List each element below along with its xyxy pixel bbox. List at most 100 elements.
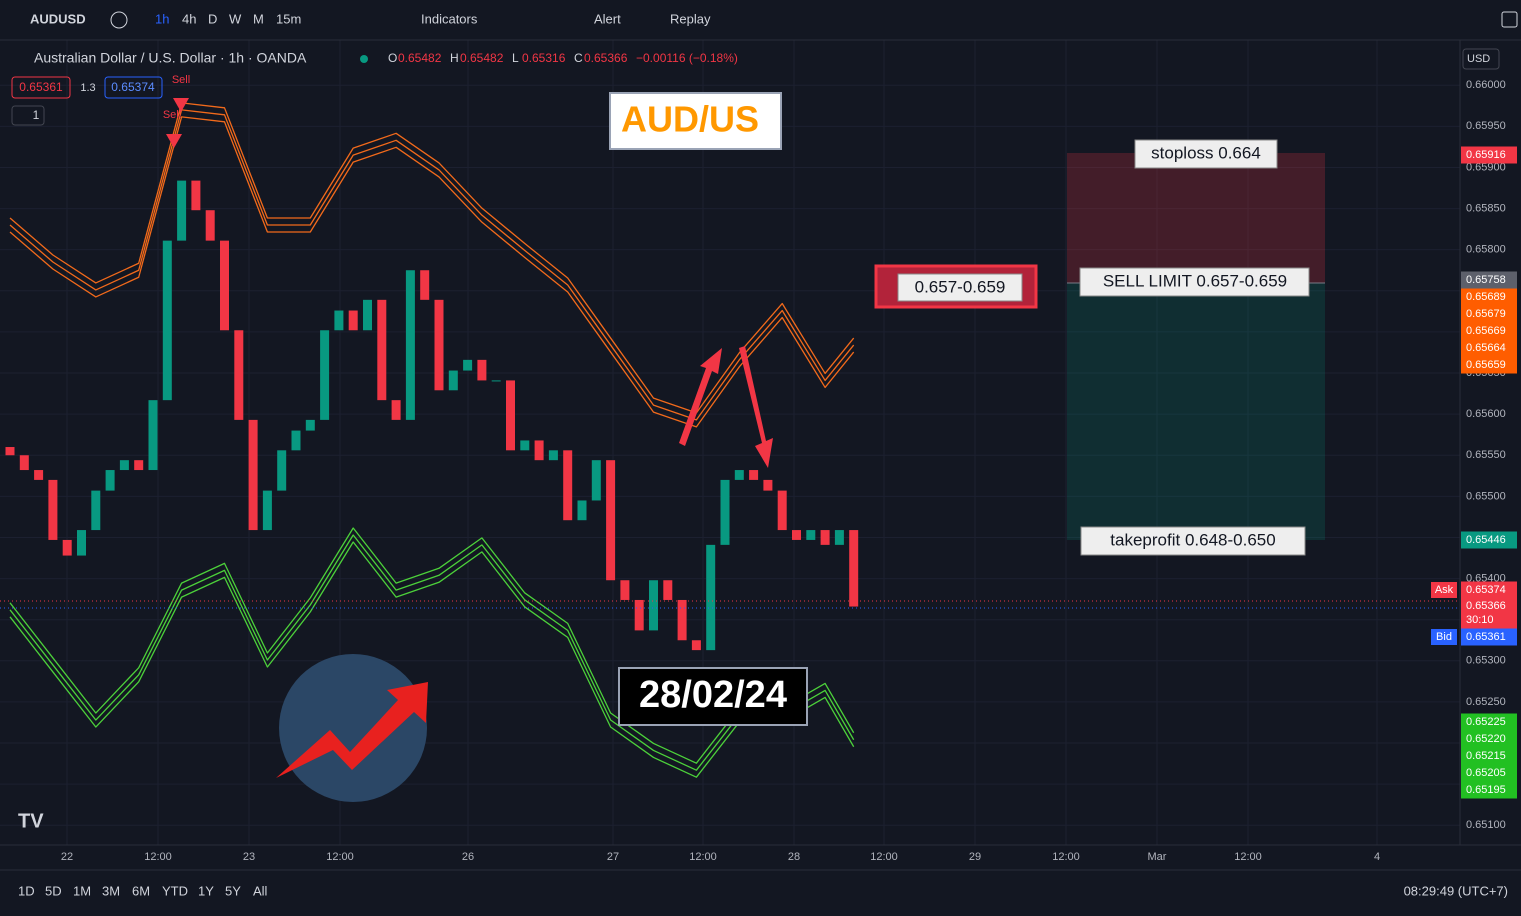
y-tick-label: 0.65550 — [1466, 449, 1506, 461]
stoploss-area — [1067, 153, 1325, 283]
symbol[interactable]: AUDUSD — [30, 11, 86, 26]
candle — [363, 299, 372, 331]
range-button[interactable]: 1D — [18, 883, 35, 898]
candle — [234, 330, 244, 420]
price-badge-label: 0.65916 — [1466, 149, 1506, 161]
candle — [792, 530, 801, 540]
change: −0.00116 (−0.18%) — [636, 51, 738, 65]
currency-button[interactable] — [1462, 48, 1500, 70]
price-badge — [1461, 611, 1517, 629]
zone-inner — [897, 273, 1023, 302]
y-tick-label: 0.65400 — [1466, 572, 1506, 584]
x-tick-label: 4 — [1374, 851, 1380, 863]
candle — [448, 370, 458, 391]
candle — [134, 460, 144, 471]
candle — [634, 599, 644, 631]
candle — [48, 479, 58, 540]
candle — [591, 460, 601, 501]
layers-button[interactable] — [11, 105, 45, 126]
signal-label: Sell — [163, 109, 181, 121]
interval[interactable]: 1h — [155, 11, 169, 26]
indicators-button[interactable]: Indicators — [421, 11, 478, 26]
lower-band — [9, 541, 855, 778]
ohlc-value: 0.65316 — [522, 51, 566, 65]
alert-button[interactable]: Alert — [594, 11, 621, 26]
y-tick-label: 0.65300 — [1466, 655, 1506, 667]
price-badge — [1461, 271, 1517, 289]
ohlc-value: 0.65366 — [584, 51, 628, 65]
y-tick-label: 0.65950 — [1466, 120, 1506, 132]
range-button[interactable]: 1M — [73, 883, 91, 898]
interval[interactable]: D — [208, 11, 217, 26]
x-tick-label: Mar — [1148, 851, 1167, 863]
candle — [262, 490, 272, 531]
interval[interactable]: M — [253, 11, 264, 26]
candle — [177, 180, 187, 241]
interval[interactable]: W — [229, 11, 242, 26]
stoploss-box — [1134, 139, 1278, 169]
candle — [91, 490, 101, 531]
range-button[interactable]: 5D — [45, 883, 62, 898]
price-badge — [1461, 628, 1517, 646]
currency[interactable]: USD — [1467, 53, 1490, 65]
candle — [720, 479, 730, 545]
price-badge — [1461, 356, 1517, 374]
upper-band — [9, 109, 855, 421]
candle — [62, 539, 72, 556]
candle — [248, 419, 258, 531]
range-button[interactable]: YTD — [162, 883, 188, 898]
signal-marker — [166, 134, 182, 148]
buy-button[interactable] — [104, 76, 163, 99]
ohlc-value: 0.65482 — [460, 51, 504, 65]
price-badge — [1461, 781, 1517, 799]
buy-price[interactable]: 0.65374 — [111, 80, 155, 94]
y-tick-label: 0.65100 — [1466, 819, 1506, 831]
interval[interactable]: 4h — [182, 11, 196, 26]
plot — [5, 102, 859, 778]
range-button[interactable]: 6M — [132, 883, 150, 898]
x-tick-label: 12:00 — [870, 851, 898, 863]
candle — [5, 447, 15, 456]
candle — [405, 270, 415, 420]
arrow-up — [679, 348, 722, 446]
replay-button[interactable]: Replay — [670, 11, 711, 26]
candle — [806, 530, 816, 540]
candle — [548, 450, 558, 461]
candle — [691, 640, 701, 651]
upper-band — [9, 102, 855, 414]
price-badge-label: 0.65679 — [1466, 308, 1506, 320]
price-badge-label: 0.65446 — [1466, 534, 1506, 546]
y-tick-label: 0.65500 — [1466, 490, 1506, 502]
candle — [577, 500, 587, 521]
price-badge-label: 0.65220 — [1466, 733, 1506, 745]
candle — [763, 479, 773, 491]
candle — [305, 419, 315, 431]
price-badge-label: 0.65366 — [1466, 600, 1506, 612]
x-tick-label: 29 — [969, 851, 981, 863]
entry-label: SELL LIMIT 0.657-0.659 — [1103, 271, 1287, 290]
candle — [420, 270, 430, 300]
y-tick-label: 0.65900 — [1466, 161, 1506, 173]
x-axis: 22 12:00 23 12:00 26 27 12:00 28 12:00 29 12:00 Mar… — [61, 851, 1380, 863]
x-tick-label: 27 — [607, 851, 619, 863]
range-button[interactable]: 3M — [102, 883, 120, 898]
market-status — [360, 55, 368, 63]
takeprofit-label: takeprofit 0.648-0.650 — [1110, 530, 1275, 549]
price-badge-label: 30:10 — [1466, 614, 1494, 626]
layers[interactable]: 1 — [33, 108, 40, 122]
toolbar — [0, 0, 1521, 40]
layout-button[interactable] — [1501, 11, 1518, 28]
range-button[interactable]: 5Y — [225, 883, 241, 898]
sell-button[interactable] — [11, 76, 71, 99]
range-button[interactable]: All — [253, 883, 268, 898]
add-symbol[interactable] — [110, 11, 128, 29]
candle — [77, 530, 86, 556]
price-badge — [1461, 305, 1517, 323]
y-tick-label: 0.65250 — [1466, 696, 1506, 708]
sell-price[interactable]: 0.65361 — [19, 80, 63, 94]
interval[interactable]: 15m — [276, 11, 301, 26]
ohlc-key: O — [388, 51, 397, 65]
candle — [19, 455, 29, 471]
range-button[interactable]: 1Y — [198, 883, 214, 898]
